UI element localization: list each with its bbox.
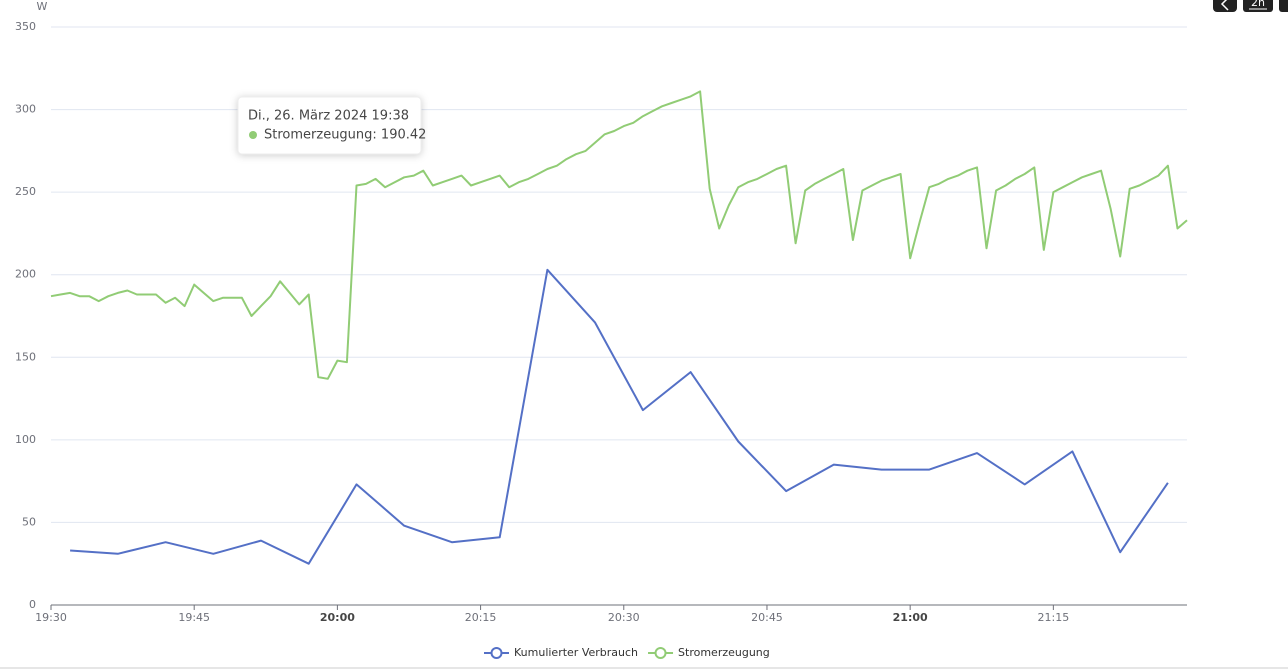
back-icon xyxy=(1220,0,1229,11)
y-unit: W xyxy=(37,0,48,13)
x-tick-label: 21:15 xyxy=(1038,611,1070,624)
next-button[interactable] xyxy=(1279,0,1288,12)
x-tick-label: 20:45 xyxy=(751,611,783,624)
tooltip-marker xyxy=(249,131,257,139)
series-line xyxy=(50,90,1188,380)
series-line xyxy=(70,268,1169,565)
y-tick-label: 150 xyxy=(15,350,36,363)
tooltip-title: Di., 26. März 2024 19:38 xyxy=(248,109,409,124)
y-tick-label: 0 xyxy=(29,598,36,611)
y-tick-label: 300 xyxy=(15,103,36,116)
legend-label: Stromerzeugung xyxy=(678,646,770,659)
legend: Kumulierter Verbrauch Stromerzeugung xyxy=(484,646,770,659)
x-tick-label: 20:00 xyxy=(320,611,355,624)
x-tick-label: 19:30 xyxy=(35,611,67,624)
y-tick-label: 50 xyxy=(22,515,36,528)
range-label: 2h xyxy=(1251,0,1265,9)
tooltip-text: Stromerzeugung: 190.42 xyxy=(264,128,426,143)
legend-marker xyxy=(490,647,503,659)
y-tick-label: 250 xyxy=(15,185,36,198)
legend-marker xyxy=(654,647,667,659)
x-tick-label: 19:45 xyxy=(178,611,210,624)
tooltip-box xyxy=(237,96,422,155)
y-tick-label: 350 xyxy=(15,20,36,33)
toolbar: 2h xyxy=(1213,0,1288,12)
legend-label: Kumulierter Verbrauch xyxy=(514,646,638,659)
y-tick-label: 200 xyxy=(15,268,36,281)
x-tick-label: 20:30 xyxy=(608,611,640,624)
x-tick-label: 21:00 xyxy=(893,611,928,624)
tooltip: Di., 26. März 2024 19:38 Stromerzeugung: … xyxy=(237,96,426,155)
x-tick-label: 20:15 xyxy=(465,611,497,624)
y-tick-label: 100 xyxy=(15,433,36,446)
